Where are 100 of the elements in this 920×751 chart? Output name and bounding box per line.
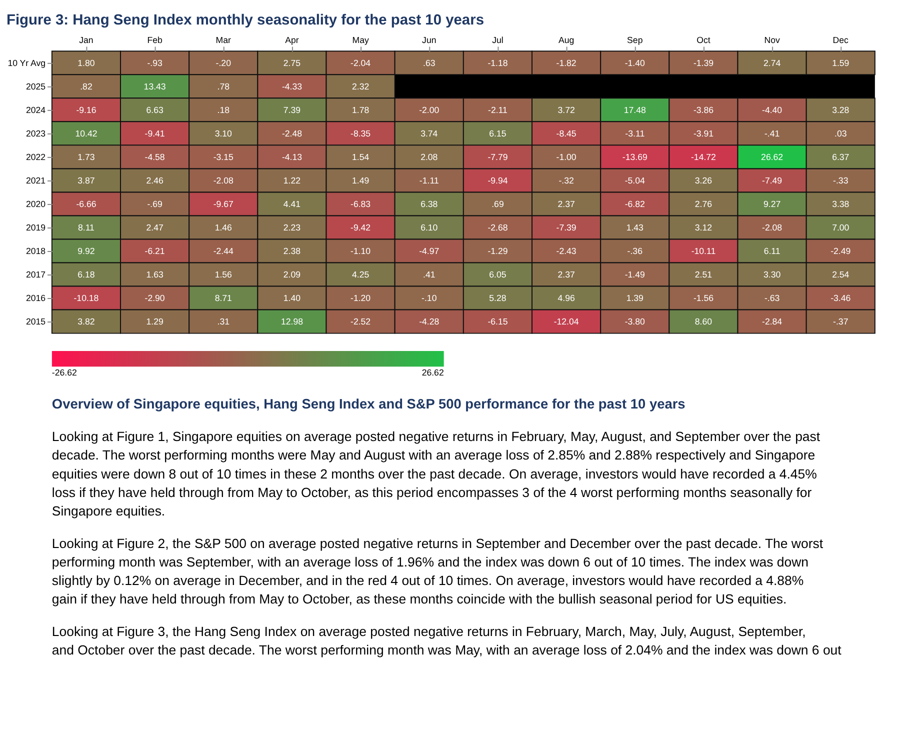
- y-tick-label: 2021: [26, 175, 46, 186]
- data-label: 1.78: [352, 104, 370, 115]
- data-label: 1.54: [352, 152, 370, 162]
- data-label: -2.49: [830, 246, 851, 256]
- data-label: 4.96: [558, 292, 575, 303]
- data-label: -14.72: [690, 152, 716, 162]
- data-label: 2.23: [283, 222, 301, 232]
- data-label: -8.35: [350, 128, 371, 138]
- data-label: 1.59: [832, 58, 850, 68]
- data-label: -1.39: [693, 58, 714, 68]
- data-label: 1.22: [283, 175, 301, 186]
- data-label: -12.04: [554, 316, 579, 326]
- data-label: -2.44: [213, 246, 234, 256]
- data-label: -4.97: [419, 246, 440, 256]
- data-label: -3.46: [830, 292, 851, 303]
- y-tick-label: 2022: [26, 152, 46, 162]
- data-label: -1.29: [488, 246, 508, 256]
- data-label: 12.98: [280, 316, 304, 326]
- data-label: -3.15: [213, 152, 234, 162]
- data-label: 6.37: [832, 152, 850, 162]
- data-label: 9.92: [78, 246, 95, 256]
- data-label: 10.42: [75, 128, 98, 138]
- data-label: 2.38: [283, 246, 301, 256]
- data-label: -2.52: [350, 316, 371, 326]
- data-label: .41: [423, 269, 436, 280]
- data-label: 5.28: [489, 292, 506, 303]
- data-label: -6.66: [76, 198, 96, 209]
- data-label: 1.43: [626, 222, 644, 232]
- data-label: -9.67: [213, 198, 234, 209]
- x-tick-label: Feb: [147, 34, 162, 45]
- data-label: -.63: [764, 292, 780, 303]
- data-label: 26.62: [761, 152, 784, 162]
- data-label: 2.51: [694, 269, 712, 280]
- y-tick-label: 2018: [26, 246, 46, 256]
- data-label: -2.90: [144, 292, 165, 303]
- data-label: 2.08: [420, 152, 438, 162]
- x-tick-label: May: [352, 34, 370, 45]
- y-tick-label: 10 Yr Avg: [8, 58, 46, 68]
- chart-title: Figure 3: Hang Seng Index monthly seasonality for the past 10 years: [6, 12, 484, 29]
- data-label: -2.00: [419, 104, 440, 115]
- data-label: 3.26: [694, 175, 712, 186]
- y-tick-label: 2019: [26, 222, 46, 232]
- data-label: -.32: [558, 175, 574, 186]
- data-label: -3.91: [693, 128, 714, 138]
- text: Looking at Figure 1, Singapore equities on average posted negative returns in February, May, August, and September over the past decade. The worst performing months were May and August with an average loss of 2.85% and 2.88% respectively and Singapore equities were down 8 out of 10 times in these 2 months over the past decade. On average, investors would have recorded a 4.45% loss if they have held through from May to October, as this period encompasses 3 of the 4 worst performing months seasonally for Singapore equities.: [52, 429, 820, 519]
- data-label: 8.71: [214, 292, 232, 303]
- data-label: -.37: [833, 316, 848, 326]
- data-label: 2.09: [283, 269, 301, 280]
- data-label: 2.75: [283, 58, 301, 68]
- data-label: -8.45: [556, 128, 576, 138]
- y-tick-label: 2024: [26, 104, 46, 115]
- text: Overview of Singapore equities, Hang Seng Index and S&P 500 performance for the past 10 years: [52, 396, 686, 412]
- data-label: -10.18: [74, 292, 99, 303]
- data-label: -4.13: [282, 152, 302, 162]
- data-label: -9.16: [76, 104, 96, 115]
- data-label: 6.15: [489, 128, 506, 138]
- data-label: -4.58: [144, 152, 165, 162]
- data-label: 3.38: [832, 198, 850, 209]
- data-label: 1.73: [78, 152, 95, 162]
- data-label: 1.39: [626, 292, 644, 303]
- data-label: 13.43: [144, 81, 166, 92]
- data-label: -10.11: [691, 246, 716, 256]
- x-tick-label: Jun: [422, 34, 436, 45]
- data-label: -3.86: [693, 104, 714, 115]
- data-label: .82: [80, 81, 92, 92]
- data-label: -6.82: [624, 198, 646, 209]
- data-label: 17.48: [624, 104, 646, 115]
- data-label: .63: [423, 58, 436, 68]
- data-label: 2.37: [558, 198, 575, 209]
- data-label: -2.08: [762, 222, 782, 232]
- data-label: -.93: [147, 58, 162, 68]
- data-label: .03: [834, 128, 847, 138]
- data-label: -2.48: [282, 128, 302, 138]
- x-tick-label: Dec: [832, 34, 850, 45]
- data-label: 8.11: [78, 222, 95, 232]
- data-label: .78: [217, 81, 230, 92]
- x-tick-label: Jul: [492, 34, 504, 45]
- data-label: -1.00: [556, 152, 576, 162]
- data-label: 2.37: [558, 269, 575, 280]
- data-label: 3.30: [763, 269, 781, 280]
- x-tick-label: Mar: [216, 34, 232, 45]
- data-label: 1.80: [78, 58, 95, 68]
- data-label: 2.32: [352, 81, 370, 92]
- data-label: 7.39: [283, 104, 301, 115]
- data-label: -1.20: [350, 292, 371, 303]
- data-label: -1.18: [488, 58, 508, 68]
- x-tick-label: Oct: [696, 34, 711, 45]
- x-tick-label: Apr: [285, 34, 299, 45]
- data-label: -7.39: [556, 222, 576, 232]
- data-label: 2.46: [146, 175, 164, 186]
- data-label: .18: [217, 104, 230, 115]
- data-label: 3.10: [214, 128, 232, 138]
- x-tick-label: Aug: [558, 34, 574, 45]
- y-tick-label: 2016: [26, 292, 46, 303]
- data-label: 2.47: [146, 222, 164, 232]
- color-bar-label: -26.62: [52, 367, 77, 378]
- data-label: -.20: [216, 58, 232, 68]
- data-label: 1.63: [146, 269, 164, 280]
- x-tick-label: Jan: [79, 34, 94, 45]
- data-label: -6.15: [488, 316, 508, 326]
